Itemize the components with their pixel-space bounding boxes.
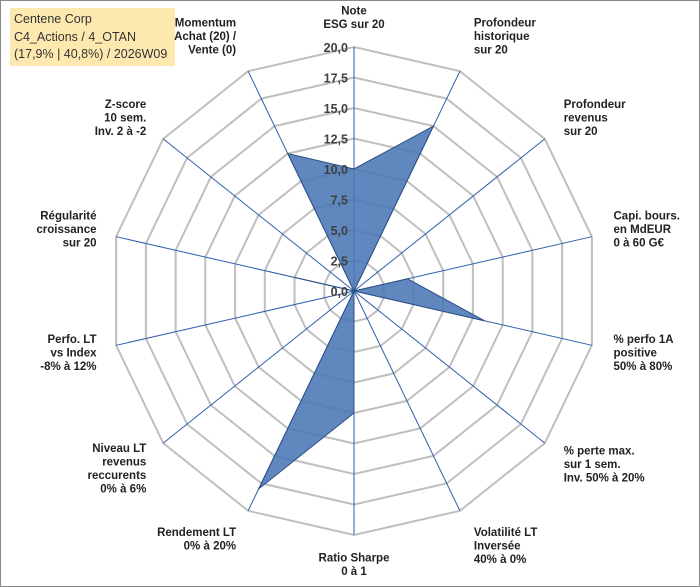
category-label-line: vs Index <box>50 348 97 360</box>
axis-spoke <box>353 138 546 292</box>
category-label-line: Inv. 50% à 20% <box>564 473 645 485</box>
category-label-line: Momentum <box>175 18 236 30</box>
axis-spoke <box>353 290 546 444</box>
category-label-line: Rendement LT <box>157 527 236 539</box>
category-label-line: sur 20 <box>564 126 598 138</box>
category-label-line: sur 1 sem. <box>564 459 621 471</box>
category-label-line: Volatilité LT <box>474 527 537 539</box>
data-series-area <box>258 124 486 490</box>
category-label-line: Niveau LT <box>92 443 146 455</box>
category-label-line: sur 20 <box>474 45 508 57</box>
category-label-line: Profondeur <box>564 99 626 111</box>
radial-tick-label: 5,0 <box>331 224 348 238</box>
category-label: Régularité croissance sur 20 <box>36 210 96 249</box>
info-category: C4_Actions / 4_OTAN <box>14 29 137 44</box>
category-label-line: Régularité <box>40 210 96 222</box>
axis-spoke <box>115 290 355 346</box>
info-box: Centene Corp C4_Actions / 4_OTAN (17,9% … <box>10 8 175 66</box>
category-label-line: Vente (0) <box>188 45 236 57</box>
radial-tick-label: 7,5 <box>331 194 348 208</box>
axis-spoke <box>162 138 355 292</box>
info-company: Centene Corp <box>14 12 92 26</box>
category-label-line: revenus <box>564 112 608 124</box>
category-label-line: en MdEUR <box>614 224 672 236</box>
category-label: Profondeur revenus sur 20 <box>564 99 626 138</box>
category-label-line: Inversée <box>474 540 521 552</box>
category-label: Capi. bours. en MdEUR 0 à 60 G€ <box>614 210 680 249</box>
category-label-line: Z-score <box>105 99 147 111</box>
category-label-line: Perfo. LT <box>48 334 97 346</box>
radial-tick-label: 15,0 <box>324 102 348 116</box>
category-label-line: 0 à 1 <box>341 566 367 578</box>
category-label-line: ESG sur 20 <box>323 19 384 31</box>
category-label-line: -8% à 12% <box>40 361 96 373</box>
category-label-line: % perfo 1A <box>614 334 674 346</box>
category-label-line: Inv. 2 à -2 <box>95 126 147 138</box>
radial-tick-label: 20,0 <box>324 41 348 55</box>
category-label: Note ESG sur 20 <box>323 6 384 32</box>
category-label-line: positive <box>614 348 657 360</box>
category-label: Ratio Sharpe 0 à 1 <box>319 553 390 579</box>
category-label: Niveau LT revenus reccurents 0% à 6% <box>87 443 146 496</box>
category-label-line: Ratio Sharpe <box>319 553 390 565</box>
axis-spoke <box>162 290 355 444</box>
category-label: Profondeur historique sur 20 <box>474 18 536 57</box>
category-label-line: 50% à 80% <box>614 361 673 373</box>
category-label-line: reccurents <box>87 470 146 482</box>
category-label-line: revenus <box>102 457 146 469</box>
category-label-line: Profondeur <box>474 18 536 30</box>
category-label-line: Note <box>341 6 367 18</box>
category-label-line: croissance <box>36 224 96 236</box>
category-label-line: Achat (20) / <box>174 31 237 43</box>
radial-tick-label: 10,0 <box>324 163 348 177</box>
category-label: % perfo 1A positive 50% à 80% <box>614 334 674 373</box>
category-label: Volatilité LT Inversée 40% à 0% <box>474 527 537 566</box>
category-label: Rendement LT 0% à 20% <box>157 527 236 553</box>
category-label-line: 10 sem. <box>104 112 146 124</box>
category-label: Perfo. LT vs Index -8% à 12% <box>40 334 97 373</box>
category-label-line: 40% à 0% <box>474 554 526 566</box>
category-label-line: historique <box>474 31 530 43</box>
radial-tick-label: 17,5 <box>324 72 348 86</box>
category-label: Z-score 10 sem. Inv. 2 à -2 <box>95 99 147 138</box>
category-label-line: 0% à 6% <box>100 484 146 496</box>
category-label: Momentum Achat (20) / Vente (0) <box>174 18 237 57</box>
info-stats: (17,9% | 40,8%) / 2026W09 <box>14 47 168 61</box>
category-label-line: sur 20 <box>63 237 97 249</box>
radial-tick-label: 12,5 <box>324 133 348 147</box>
radial-tick-label: 0,0 <box>331 285 348 299</box>
category-label-line: % perte max. <box>564 446 635 458</box>
category-label-line: Capi. bours. <box>614 210 680 222</box>
category-label-line: 0% à 20% <box>184 540 236 552</box>
category-label-line: 0 à 60 G€ <box>614 237 665 249</box>
radial-tick-label: 2,5 <box>331 255 348 269</box>
axis-spoke <box>353 290 461 512</box>
category-label: % perte max. sur 1 sem. Inv. 50% à 20% <box>564 446 645 485</box>
